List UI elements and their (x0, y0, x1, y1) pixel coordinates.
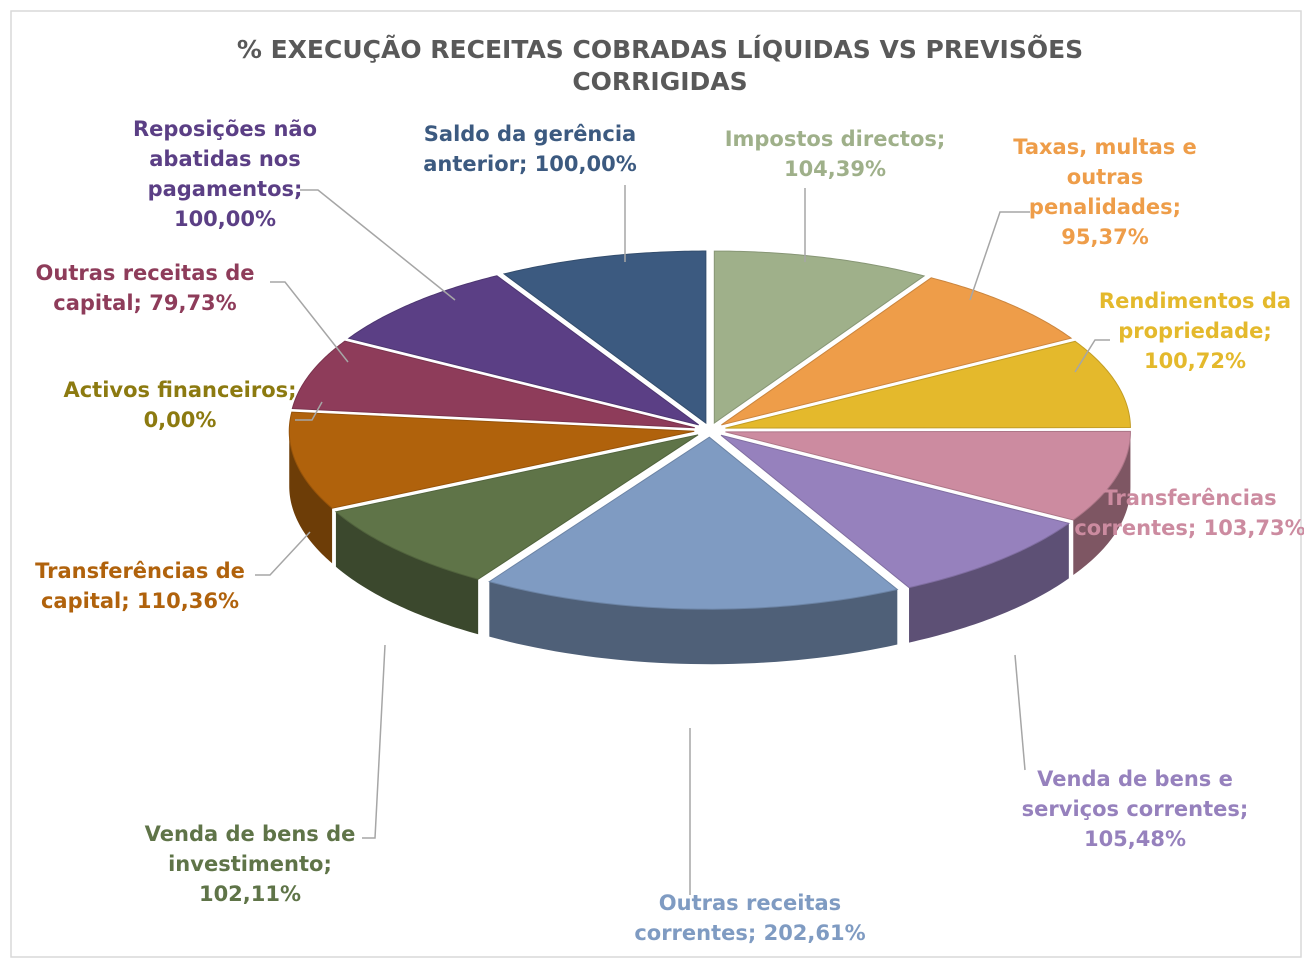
data-label: Taxas, multas e outras penalidades; 95,37% (1013, 135, 1197, 249)
leader-line (255, 531, 311, 576)
leader-line (362, 644, 386, 839)
leader-line (300, 189, 456, 301)
slice-sides (289, 431, 1131, 665)
slice (720, 434, 1071, 589)
slice-side (909, 523, 1069, 643)
leader-line (969, 211, 1030, 301)
slice (502, 250, 707, 425)
data-label: Outras receitas correntes; 202,61% (634, 891, 865, 945)
slice-side (335, 511, 479, 635)
data-label: Reposições não abatidas nos pagamentos; 100… (133, 117, 317, 231)
leader-line (295, 401, 323, 421)
leader-line (1074, 339, 1110, 373)
slice (721, 277, 1073, 426)
leader-lines (255, 185, 1110, 895)
data-label: Venda de bens de investimento; 102,11% (145, 822, 356, 906)
data-label: Activos financeiros; 0,00% (63, 378, 296, 432)
slice (725, 340, 1131, 429)
data-label: Impostos directos; 104,39% (725, 127, 946, 181)
data-label: Rendimentos da propriedade; 100,72% (1099, 289, 1291, 373)
slice-tops (288, 250, 1131, 610)
data-label: Transferências correntes; 103,73% (1074, 486, 1304, 540)
data-label: Venda de bens e serviços correntes; 105,48… (1022, 767, 1249, 851)
slice (713, 250, 926, 425)
chart-title: % EXECUÇÃO RECEITAS COBRADAS LÍQUIDAS VS… (237, 34, 1083, 96)
slice-side (289, 431, 333, 564)
slice (334, 434, 699, 580)
slice (347, 275, 700, 426)
slice (725, 430, 1131, 521)
data-label: Outras receitas de capital; 79,73% (36, 261, 255, 315)
leader-line (1014, 654, 1026, 771)
data-label: Saldo da gerência anterior; 100,00% (423, 122, 637, 176)
slice (291, 340, 695, 429)
slice-side (1073, 431, 1131, 575)
data-label: Transferências de capital; 110,36% (35, 559, 245, 613)
slice (488, 436, 899, 610)
leader-line (270, 281, 349, 363)
slice-side (489, 581, 898, 665)
slice (288, 411, 695, 509)
